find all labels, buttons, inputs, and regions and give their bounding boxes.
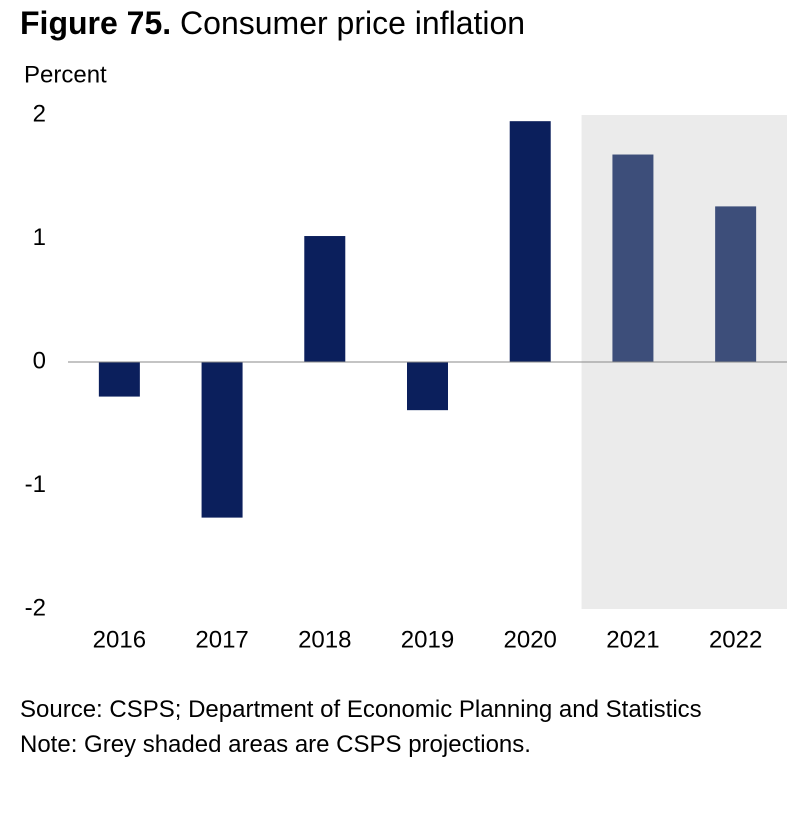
x-tick-label: 2021 <box>606 626 659 653</box>
x-tick-label: 2017 <box>195 626 248 653</box>
bar <box>407 362 448 411</box>
x-tick-label: 2019 <box>401 626 454 653</box>
y-tick-label: 2 <box>33 100 46 127</box>
bar <box>715 206 757 362</box>
y-tick-label: 1 <box>33 224 46 251</box>
figure-label: Figure 75. <box>20 5 171 41</box>
x-tick-label: 2020 <box>504 626 557 653</box>
bar <box>612 154 654 362</box>
y-tick-label: 0 <box>33 347 46 374</box>
y-tick-label: -2 <box>25 594 46 621</box>
note: Note: Grey shaded areas are CSPS project… <box>20 731 531 758</box>
notes: Source: CSPS; Department of Economic Pla… <box>20 692 740 762</box>
source: Source: CSPS; Department of Economic Pla… <box>20 696 702 723</box>
x-tick-label: 2022 <box>709 626 762 653</box>
chart: Figure 75. Consumer price inflation Perc… <box>20 5 787 653</box>
x-tick-label: 2018 <box>298 626 351 653</box>
bar <box>98 362 140 397</box>
title: Consumer price inflation <box>180 5 525 41</box>
y-tick-label: -1 <box>25 471 46 498</box>
x-tick-label: 2016 <box>93 626 146 653</box>
bar <box>509 121 551 362</box>
chart-title: Figure 75. Consumer price inflation <box>20 5 525 41</box>
bar <box>304 236 346 362</box>
bar <box>201 362 243 518</box>
y-axis-label: Percent <box>24 61 107 88</box>
